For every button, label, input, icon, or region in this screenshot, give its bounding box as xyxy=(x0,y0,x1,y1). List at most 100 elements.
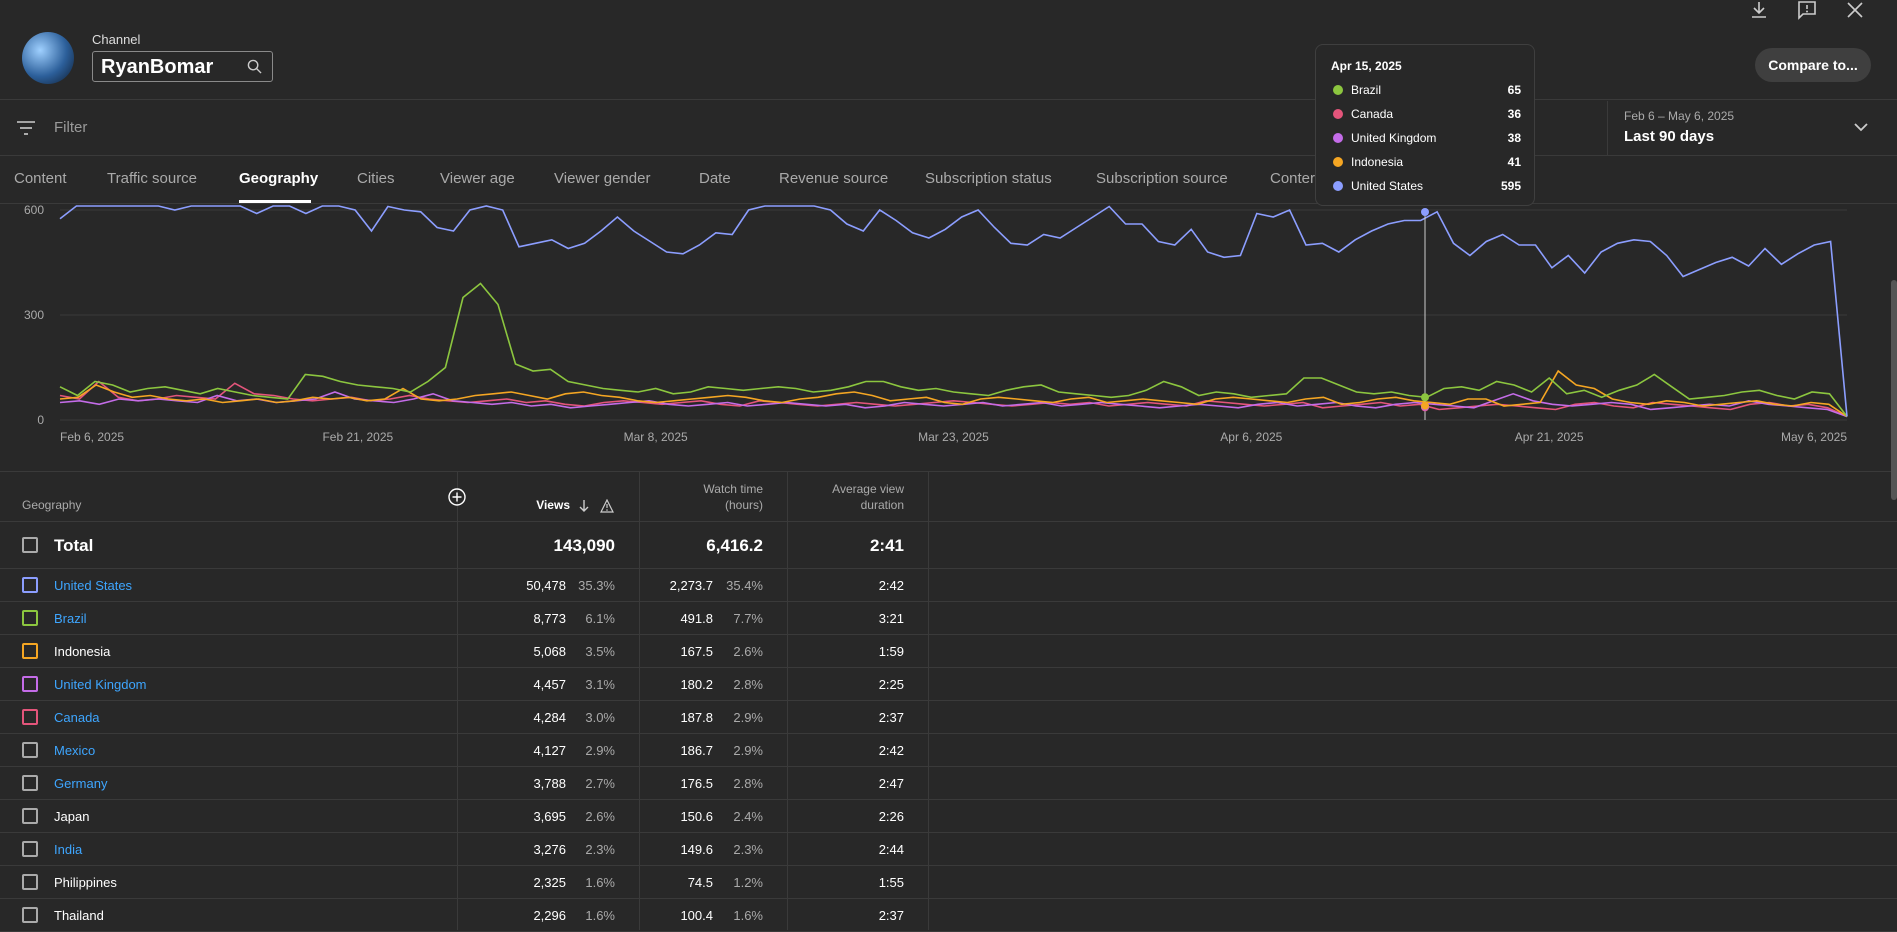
row-checkbox[interactable] xyxy=(22,610,38,626)
row-checkbox[interactable] xyxy=(22,808,38,824)
country-name[interactable]: United Kingdom xyxy=(54,677,147,692)
chart-tooltip: Apr 15, 2025 Brazil 65 Canada 36 United King… xyxy=(1315,44,1535,206)
views-percent: 6.1% xyxy=(585,611,615,626)
views-value: 4,457 xyxy=(533,677,566,692)
total-checkbox[interactable] xyxy=(22,537,38,553)
watch-time-percent: 35.4% xyxy=(726,578,763,593)
x-tick-label: Feb 21, 2025 xyxy=(322,430,393,444)
series-line-united-states[interactable] xyxy=(59,205,1848,417)
tooltip-series-name: United States xyxy=(1351,179,1424,193)
filter-input[interactable]: Filter xyxy=(54,119,88,136)
compare-button[interactable]: Compare to... xyxy=(1755,48,1871,82)
column-divider xyxy=(639,472,640,930)
header-views[interactable]: Views xyxy=(536,498,570,512)
table-row[interactable]: India 3,276 2.3% 149.6 2.3% 2:44 xyxy=(0,833,1897,866)
table-row[interactable]: Germany 3,788 2.7% 176.5 2.8% 2:47 xyxy=(0,767,1897,800)
views-value: 4,284 xyxy=(533,710,566,725)
views-value: 8,773 xyxy=(533,611,566,626)
country-name: Thailand xyxy=(54,908,104,923)
tab-traffic-source[interactable]: Traffic source xyxy=(107,170,198,187)
table-row[interactable]: Philippines 2,325 1.6% 74.5 1.2% 1:55 xyxy=(0,866,1897,899)
channel-avatar[interactable] xyxy=(22,32,74,84)
watch-time-percent: 2.6% xyxy=(733,644,763,659)
table-row[interactable]: Japan 3,695 2.6% 150.6 2.4% 2:26 xyxy=(0,800,1897,833)
row-checkbox[interactable] xyxy=(22,676,38,692)
hover-point xyxy=(1421,393,1429,402)
row-checkbox[interactable] xyxy=(22,775,38,791)
tab-subscription-status[interactable]: Subscription status xyxy=(925,170,1052,187)
views-value: 4,127 xyxy=(533,743,566,758)
row-checkbox[interactable] xyxy=(22,742,38,758)
country-name: Indonesia xyxy=(54,644,111,659)
add-column-icon[interactable] xyxy=(448,488,466,506)
column-divider xyxy=(457,472,458,930)
tab-geography[interactable]: Geography xyxy=(239,170,319,187)
channel-selector[interactable]: RyanBomar xyxy=(92,51,273,82)
dimension-tabs: Content Traffic source Geography Cities … xyxy=(0,156,1897,204)
header-watch-time-unit: (hours) xyxy=(724,498,763,512)
x-tick-label: Mar 8, 2025 xyxy=(624,430,688,444)
filter-bar: Filter xyxy=(0,100,1897,156)
series-line-brazil[interactable] xyxy=(59,282,1848,417)
table-row[interactable]: United States 50,478 35.3% 2,273.7 35.4% 2:42 xyxy=(0,569,1897,602)
row-checkbox[interactable] xyxy=(22,643,38,659)
download-icon[interactable] xyxy=(1749,0,1769,20)
views-value: 50,478 xyxy=(526,578,566,593)
header-avg-duration[interactable]: Average view xyxy=(832,482,904,496)
search-icon[interactable] xyxy=(247,59,262,74)
avg-duration-value: 2:37 xyxy=(878,710,904,725)
header-geography[interactable]: Geography xyxy=(22,498,82,512)
country-name[interactable]: Mexico xyxy=(54,743,96,758)
total-label: Total xyxy=(54,536,94,555)
country-name[interactable]: India xyxy=(54,842,83,857)
row-checkbox[interactable] xyxy=(22,841,38,857)
tab-subscription-source[interactable]: Subscription source xyxy=(1096,170,1228,187)
header: Channel RyanBomar Compare to... xyxy=(0,0,1897,100)
row-checkbox[interactable] xyxy=(22,709,38,725)
close-icon[interactable] xyxy=(1845,0,1865,20)
country-name[interactable]: Canada xyxy=(54,710,100,725)
table-row[interactable]: Brazil 8,773 6.1% 491.8 7.7% 3:21 xyxy=(0,602,1897,635)
date-range-picker[interactable]: Feb 6 – May 6, 2025 Last 90 days xyxy=(1607,101,1897,155)
line-chart[interactable]: 0 300 600 Feb 6, 2025 Feb 21, 2025 Mar 8, 202… xyxy=(0,203,1897,472)
sort-descending-icon[interactable] xyxy=(578,499,590,513)
tooltip-series-value: 36 xyxy=(1507,107,1521,121)
table-row[interactable]: United Kingdom 4,457 3.1% 180.2 2.8% 2:25 xyxy=(0,668,1897,701)
country-name[interactable]: United States xyxy=(54,578,133,593)
table-row[interactable]: Thailand 2,296 1.6% 100.4 1.6% 2:37 xyxy=(0,899,1897,932)
avg-duration-value: 2:26 xyxy=(878,809,904,824)
row-checkbox[interactable] xyxy=(22,874,38,890)
feedback-icon[interactable] xyxy=(1797,0,1817,20)
watch-time-percent: 1.2% xyxy=(733,875,763,890)
watch-time-percent: 2.9% xyxy=(733,743,763,758)
avg-duration-value: 2:25 xyxy=(878,677,904,692)
header-avg-duration-line2: duration xyxy=(860,498,904,512)
table-row[interactable]: Indonesia 5,068 3.5% 167.5 2.6% 1:59 xyxy=(0,635,1897,668)
header-watch-time[interactable]: Watch time xyxy=(703,482,763,496)
tab-cities[interactable]: Cities xyxy=(357,170,395,187)
table-row[interactable]: Canada 4,284 3.0% 187.8 2.9% 2:37 xyxy=(0,701,1897,734)
filter-icon[interactable] xyxy=(16,120,36,136)
tab-content-type[interactable]: Conter xyxy=(1270,170,1316,187)
scrollbar[interactable] xyxy=(1891,280,1897,500)
tab-revenue-source[interactable]: Revenue source xyxy=(779,170,889,187)
country-name[interactable]: Brazil xyxy=(54,611,87,626)
table-row[interactable]: Mexico 4,127 2.9% 186.7 2.9% 2:42 xyxy=(0,734,1897,767)
series-line-indonesia[interactable] xyxy=(59,369,1848,418)
views-value: 5,068 xyxy=(533,644,566,659)
tab-viewer-age[interactable]: Viewer age xyxy=(440,170,515,187)
warning-icon[interactable] xyxy=(600,499,614,513)
tab-viewer-gender[interactable]: Viewer gender xyxy=(554,170,651,187)
views-value: 3,788 xyxy=(533,776,566,791)
y-tick-label: 300 xyxy=(24,308,44,322)
tooltip-row: Indonesia 41 xyxy=(1316,153,1536,173)
row-checkbox[interactable] xyxy=(22,577,38,593)
tab-content[interactable]: Content xyxy=(14,170,67,187)
hover-point xyxy=(1421,401,1429,410)
series-color-dot xyxy=(1333,133,1343,143)
avg-duration-value: 2:37 xyxy=(878,908,904,923)
tooltip-series-name: Brazil xyxy=(1351,83,1382,97)
tab-date[interactable]: Date xyxy=(699,170,731,187)
row-checkbox[interactable] xyxy=(22,907,38,923)
country-name[interactable]: Germany xyxy=(54,776,108,791)
